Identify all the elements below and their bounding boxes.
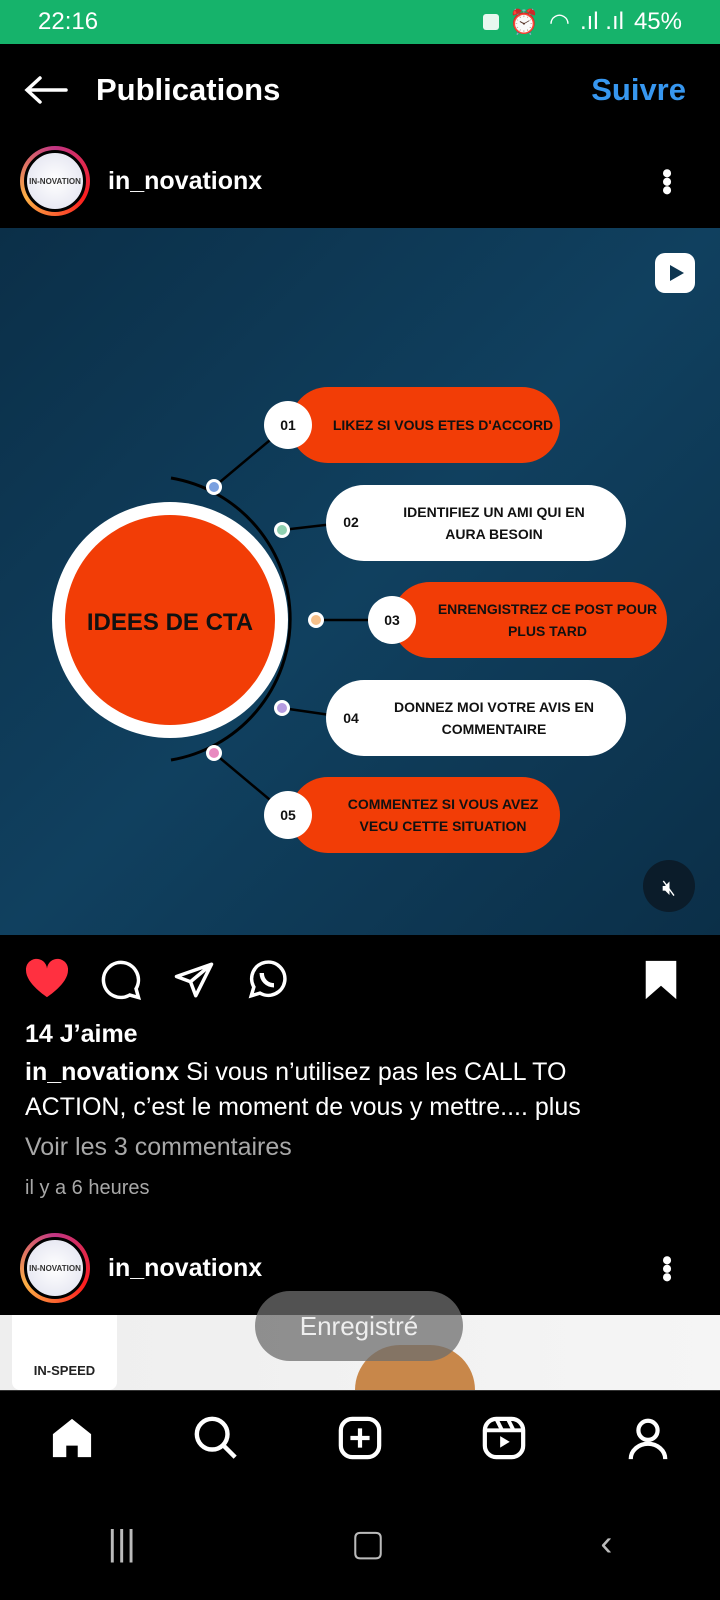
cta-pill [326, 680, 626, 756]
post-media[interactable]: IDEES DE CTA 🔇︎ 01 LIKEZ SI VOUS ETES D'A… [0, 228, 720, 935]
battery-saver-icon [483, 14, 500, 30]
caption-username[interactable]: in_novationx [25, 1058, 180, 1086]
profile-icon[interactable] [625, 1415, 671, 1461]
page-title: Publications [96, 71, 281, 107]
cta-number-badge [264, 791, 312, 839]
view-comments-link[interactable]: Voir les 3 commentaires [25, 1133, 292, 1161]
cta-text: PLUS TARD [508, 623, 587, 639]
post-time: il y a 6 heures [25, 1177, 150, 1199]
center-label: IDEES DE CTA [87, 609, 253, 636]
header: Publications Suivre [0, 44, 720, 135]
cta-text: VECU CETTE SITUATION [360, 818, 527, 834]
cta-text: ENRENGISTREZ CE POST POUR [438, 601, 657, 617]
username[interactable]: in_novationx [108, 1253, 263, 1282]
caption: in_novationx Si vous n’utilisez pas les … [25, 1058, 581, 1121]
post2-logo: IN-SPEED [12, 1315, 117, 1390]
cta-number: 04 [343, 710, 359, 726]
cta-number: 01 [280, 417, 296, 433]
likes-count[interactable]: 14 J’aime [25, 1020, 138, 1048]
cta-pill [290, 387, 560, 463]
cta-number-badge [368, 596, 416, 644]
back-arrow-icon[interactable] [24, 75, 68, 105]
avatar[interactable]: IN-NOVATION [20, 146, 90, 216]
username[interactable]: in_novationx [108, 166, 263, 195]
comment-icon[interactable] [100, 959, 142, 1001]
recent-apps-icon[interactable]: ||| [107, 1521, 136, 1563]
battery-level: 45% [633, 8, 682, 35]
cta-text: DONNEZ MOI VOTRE AVIS EN [394, 699, 594, 715]
wifi-icon: ◠ [548, 8, 570, 36]
follow-button[interactable]: Suivre [591, 71, 686, 107]
saved-toast: Enregistré [255, 1291, 463, 1361]
avatar[interactable]: IN-NOVATION [20, 1233, 90, 1303]
cta-text: AURA BESOIN [445, 526, 543, 542]
more-options-icon[interactable]: ••• [650, 168, 683, 194]
home-button-icon[interactable]: ▢ [351, 1521, 386, 1563]
cta-text: COMMENTAIRE [442, 721, 547, 737]
cta-number: 02 [343, 514, 359, 530]
more-link[interactable]: plus [534, 1093, 581, 1121]
cta-text: LIKEZ SI VOUS ETES D'ACCORD [333, 417, 553, 433]
search-icon[interactable] [193, 1415, 239, 1461]
like-heart-icon[interactable] [24, 957, 70, 999]
clock: 22:16 [38, 8, 99, 35]
status-bar: 22:16 ⏰ ◠ .ıl .ıl 45% [0, 0, 720, 44]
cta-number: 03 [384, 612, 400, 628]
share-icon[interactable] [173, 959, 215, 1001]
cta-number-badge [264, 401, 312, 449]
cta-pill [392, 582, 667, 658]
create-icon[interactable] [337, 1415, 383, 1461]
bottom-nav [0, 1390, 720, 1485]
action-bar [0, 955, 720, 1005]
connector-arc [170, 476, 292, 762]
cta-number: 05 [280, 807, 296, 823]
post-header: IN-NOVATION in_novationx ••• [0, 135, 720, 227]
muted-icon: 🔇︎ [662, 875, 676, 900]
cta-number-badge [327, 498, 375, 546]
cta-pill [290, 777, 560, 853]
alarm-icon: ⏰ [509, 8, 539, 36]
cta-pill [326, 485, 626, 561]
cta-text: COMMENTEZ SI VOUS AVEZ [348, 796, 539, 812]
more-options-icon[interactable]: ••• [650, 1255, 683, 1281]
system-nav: ||| ▢ ‹ [0, 1485, 720, 1600]
cta-number-badge [327, 694, 375, 742]
home-icon[interactable] [49, 1417, 95, 1459]
whatsapp-icon[interactable] [246, 959, 288, 1001]
back-icon[interactable]: ‹ [600, 1521, 613, 1563]
post2-header: IN-NOVATION in_novationx ••• [0, 1222, 720, 1314]
reels-icon[interactable] [481, 1415, 527, 1461]
mute-button [643, 860, 695, 912]
saved-bookmark-icon[interactable] [643, 959, 679, 1001]
cta-text: IDENTIFIEZ UN AMI QUI EN [403, 504, 584, 520]
signal-icon: .ıl .ıl [579, 8, 624, 35]
